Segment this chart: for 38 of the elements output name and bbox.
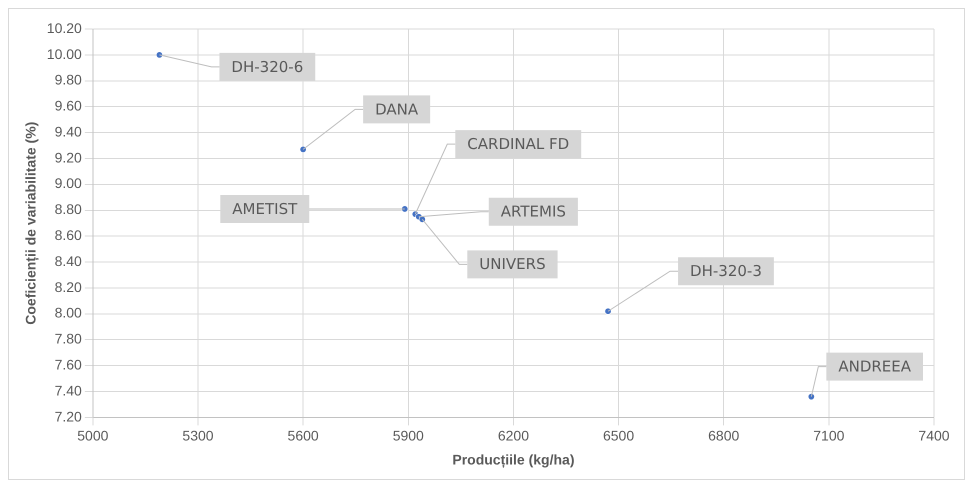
y-tick-label: 8.40 <box>54 252 82 269</box>
annotation: ANDREEA <box>838 358 912 376</box>
y-tick-label: 9.20 <box>54 149 82 166</box>
x-tick-label: 7100 <box>813 428 845 444</box>
y-axis-title: Coeficienții de variabilitate (%) <box>22 122 40 325</box>
annotation: DH-320-3 <box>690 262 762 280</box>
y-tick-label: 9.40 <box>54 123 82 140</box>
x-tick-label: 5600 <box>288 428 319 444</box>
y-tick-label: 9.80 <box>54 72 82 88</box>
y-tick-label: 7.40 <box>54 382 82 398</box>
y-tick-label: 8.20 <box>54 278 82 295</box>
point <box>604 308 612 315</box>
annotation: AMETIST <box>232 200 298 218</box>
x-tick-label: 6200 <box>498 428 530 444</box>
x-tick-label: 6500 <box>602 428 634 444</box>
y-tick-label: 8.00 <box>54 304 82 321</box>
x-tick-label: 7400 <box>918 428 950 444</box>
y-tick-label: 8.80 <box>54 201 82 218</box>
x-axis-title: Producțiile (kg/ha) <box>452 451 574 468</box>
y-tick-label: 7.20 <box>54 408 82 424</box>
x-tick-label: 5300 <box>182 428 214 444</box>
y-tick-label: 10.00 <box>46 46 82 62</box>
y-tick-label: 10.20 <box>46 20 82 36</box>
annotation: CARDINAL FD <box>467 135 570 154</box>
x-tick-label: 5000 <box>77 428 109 444</box>
annotation: UNIVERS <box>479 255 546 274</box>
y-tick-label: 9.00 <box>54 175 82 192</box>
x-tick-label: 6800 <box>708 428 740 444</box>
x-tick-label: 5900 <box>392 428 424 444</box>
annotation: DH-320-6 <box>231 58 304 76</box>
point <box>156 51 163 58</box>
y-tick-label: 9.60 <box>54 98 82 114</box>
y-tick-label: 7.80 <box>54 330 82 347</box>
point <box>300 146 307 153</box>
annotation: DANA <box>375 100 419 118</box>
annotation: ARTEMIS <box>500 202 566 221</box>
y-tick-label: 7.60 <box>54 356 82 372</box>
y-tick-label: 8.60 <box>54 227 82 244</box>
